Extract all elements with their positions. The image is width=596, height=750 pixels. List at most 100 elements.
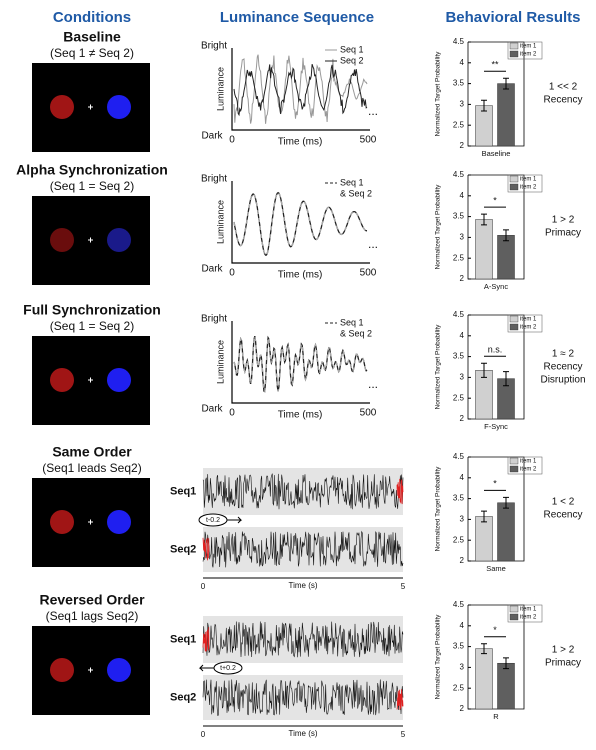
legend-label: Seq 2 <box>340 55 364 65</box>
x-axis-label: Time (s) <box>288 729 317 738</box>
legend-swatch <box>509 323 519 331</box>
legend-label: item 1 <box>520 177 537 183</box>
y-tick-label: 3 <box>460 515 465 524</box>
condition-subtitle: (Seq1 lags Seq2) <box>46 609 139 623</box>
red-marker <box>396 478 404 505</box>
legend-swatch <box>509 605 519 613</box>
axes <box>231 321 370 404</box>
noise-trace <box>202 621 404 658</box>
bar <box>475 648 493 710</box>
red-marker <box>202 537 210 561</box>
legend-box <box>507 456 543 475</box>
axes <box>231 48 370 131</box>
result-text: 1 > 2 <box>552 645 575 656</box>
y-tick-label: 4.5 <box>453 37 465 46</box>
red-marker <box>396 689 404 711</box>
condition-subtitle: (Seq 1 = Seq 2) <box>50 319 134 333</box>
y-tick-label: 3 <box>460 233 465 242</box>
legend-label: item 2 <box>520 615 537 621</box>
axes <box>231 181 370 264</box>
x-tick-label: Baseline <box>482 149 511 158</box>
y-tick-label: 4 <box>460 58 465 67</box>
column-header: Conditions <box>53 9 131 26</box>
seq-trace-dash <box>233 335 368 393</box>
legend-label: item 2 <box>520 325 537 331</box>
y-axis-label: Normalized Target Probability <box>435 466 442 552</box>
y-tick-label: 2 <box>460 704 465 713</box>
bar <box>497 235 515 280</box>
condition-subtitle: (Seq1 leads Seq2) <box>42 461 141 475</box>
x-axis-label: Time (s) <box>288 581 317 590</box>
error-bar <box>503 229 509 242</box>
x-tick-label: 0 <box>229 408 235 419</box>
legend-label: item 1 <box>520 607 537 613</box>
legend-swatch <box>509 613 519 621</box>
legend-swatch <box>509 175 519 183</box>
error-bar <box>503 657 509 670</box>
sig-label: ** <box>491 60 499 70</box>
y-tick-label: 4.5 <box>453 452 465 461</box>
blue-disc <box>107 95 131 119</box>
result-text: Recency <box>544 510 583 521</box>
x-tick-label: 0 <box>201 582 206 591</box>
legend-label: item 1 <box>520 44 537 50</box>
red-disc <box>50 228 74 252</box>
bar <box>475 219 493 280</box>
legend-label: item 1 <box>520 459 537 465</box>
x-axis-label: Time (ms) <box>278 410 323 421</box>
legend-label: Seq 1 <box>340 177 364 187</box>
condition-subtitle: (Seq 1 ≠ Seq 2) <box>50 46 134 60</box>
x-axis-label: Time (ms) <box>278 270 323 281</box>
legend-label: item 1 <box>520 317 537 323</box>
seq-label: Seq1 <box>170 485 196 497</box>
y-tick-label: 3.5 <box>453 352 465 361</box>
y-axis-label: Normalized Target Probability <box>435 51 442 137</box>
y-tick-label: 3.5 <box>453 494 465 503</box>
bar <box>475 105 493 147</box>
blue-disc <box>107 228 131 252</box>
seq-label: Seq2 <box>170 691 196 703</box>
y-tick-label: 2.5 <box>453 253 465 262</box>
y-tick-label: 3.5 <box>453 642 465 651</box>
x-tick-label: 5 <box>401 730 406 739</box>
seq1-trace <box>233 54 368 124</box>
y-tick-label: 2 <box>460 556 465 565</box>
result-text: Primacy <box>545 228 581 239</box>
y-tick-label: 3.5 <box>453 79 465 88</box>
seq-trace-dash <box>233 191 368 256</box>
condition-title: Alpha Synchronization <box>16 162 168 178</box>
x-tick-label: 0 <box>229 135 235 146</box>
sig-label: * <box>493 479 497 489</box>
fixation <box>88 519 93 525</box>
error-bar <box>503 496 509 509</box>
axes <box>467 314 525 420</box>
error-bar <box>481 213 487 226</box>
y-tick-label: 4.5 <box>453 600 465 609</box>
red-disc <box>50 368 74 392</box>
result-text: 1 > 2 <box>552 215 575 226</box>
legend-label: item 2 <box>520 185 537 191</box>
bar <box>475 516 493 562</box>
legend-swatch <box>509 457 519 465</box>
condition-title: Baseline <box>63 29 121 45</box>
error-bar <box>481 643 487 655</box>
y-tick-label: 2 <box>460 414 465 423</box>
y-tick-label: 3 <box>460 373 465 382</box>
x-tick-label: 0 <box>229 268 235 279</box>
x-tick-label: 0 <box>201 730 206 739</box>
result-text: 1 << 2 <box>549 82 578 93</box>
bar <box>497 662 515 710</box>
lag-label: t-0.2 <box>206 517 220 524</box>
noise-trace <box>202 679 404 716</box>
error-bar <box>503 77 509 90</box>
y-tick-label: 4 <box>460 191 465 200</box>
y-tick-label: 2.5 <box>453 120 465 129</box>
y-tick-label: 4.5 <box>453 170 465 179</box>
legend-swatch <box>509 183 519 191</box>
legend-label: item 2 <box>520 52 537 58</box>
error-bar <box>481 510 487 523</box>
error-bar <box>481 362 487 378</box>
blue-disc <box>107 510 131 534</box>
legend-label: Seq 1 <box>340 44 364 54</box>
